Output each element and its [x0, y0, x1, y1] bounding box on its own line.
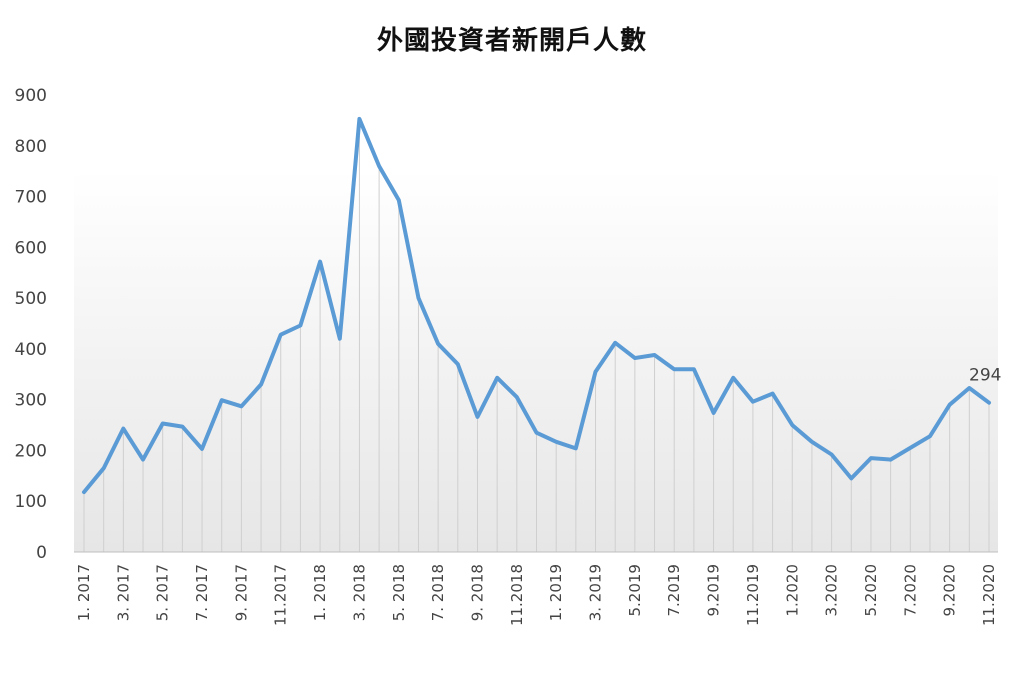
x-tick-label: 3. 2019 [587, 564, 605, 621]
x-tick-label: 7. 2018 [429, 564, 447, 621]
y-tick-label: 500 [15, 289, 47, 309]
x-tick-label: 9.2020 [941, 564, 959, 617]
x-tick-label: 11.2018 [508, 564, 526, 626]
x-tick-label: 9. 2017 [232, 564, 250, 621]
x-tick-label: 5. 2018 [390, 564, 408, 621]
x-tick-label: 7.2019 [665, 564, 683, 617]
y-tick-label: 700 [15, 188, 47, 208]
x-tick-label: 3. 2017 [114, 564, 132, 621]
x-tick-label: 5. 2017 [154, 564, 172, 621]
x-tick-label: 3.2020 [823, 564, 841, 617]
x-tick-label: 9. 2018 [468, 564, 486, 621]
x-tick-label: 5.2020 [862, 564, 880, 617]
x-tick-label: 11.2017 [272, 564, 290, 626]
x-tick-label: 1. 2018 [311, 564, 329, 621]
x-tick-label: 1.2020 [783, 564, 801, 617]
x-tick-label: 11.2020 [980, 564, 998, 626]
x-tick-label: 7.2020 [901, 564, 919, 617]
y-tick-label: 300 [15, 391, 47, 411]
y-tick-label: 600 [15, 238, 47, 258]
x-tick-label: 5.2019 [626, 564, 644, 617]
x-tick-label: 9.2019 [705, 564, 723, 617]
x-axis-ticks: 1. 2017 3. 2017 5. 2017 7. 2017 9. 2017 11.20… [75, 564, 998, 626]
x-tick-label: 1. 2017 [75, 564, 93, 621]
drop-lines [83, 118, 990, 552]
x-tick-label: 11.2019 [744, 564, 762, 626]
data-labels: 294 [969, 366, 1001, 386]
y-axis-ticks: 0 100 200 300 400 500 600 700 800 900 [15, 86, 47, 563]
y-tick-label: 200 [15, 441, 47, 461]
x-tick-label: 1. 2019 [547, 564, 565, 621]
y-tick-label: 400 [15, 340, 47, 360]
x-tick-label: 3. 2018 [350, 564, 368, 621]
chart-title: 外國投資者新開戶人數 [376, 26, 647, 56]
data-label: 294 [969, 366, 1001, 386]
y-tick-label: 900 [15, 86, 47, 106]
y-tick-label: 800 [15, 137, 47, 157]
x-tick-label: 7. 2017 [193, 564, 211, 621]
series-line [82, 116, 991, 495]
y-tick-label: 100 [15, 492, 47, 512]
y-tick-label: 0 [36, 543, 47, 563]
